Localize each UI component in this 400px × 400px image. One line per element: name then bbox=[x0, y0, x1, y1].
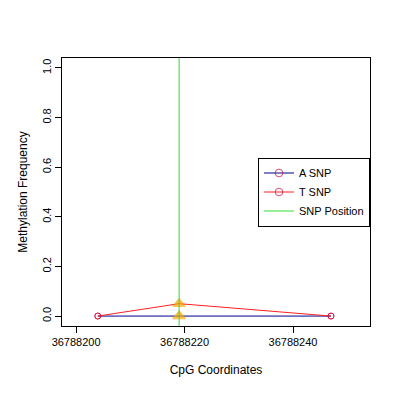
svg-text:36788220: 36788220 bbox=[160, 336, 209, 348]
svg-text:0.6: 0.6 bbox=[41, 158, 53, 173]
svg-text:0.0: 0.0 bbox=[41, 307, 53, 322]
svg-text:CpG Coordinates: CpG Coordinates bbox=[170, 363, 263, 377]
svg-text:36788240: 36788240 bbox=[269, 336, 318, 348]
svg-text:0.2: 0.2 bbox=[41, 257, 53, 272]
svg-text:36788200: 36788200 bbox=[52, 336, 101, 348]
svg-text:0.4: 0.4 bbox=[41, 208, 53, 223]
svg-text:A SNP: A SNP bbox=[299, 167, 331, 179]
svg-text:T SNP: T SNP bbox=[299, 186, 331, 198]
svg-text:0.8: 0.8 bbox=[41, 108, 53, 123]
svg-text:Methylation Frequency: Methylation Frequency bbox=[16, 131, 30, 252]
svg-text:SNP Position: SNP Position bbox=[299, 205, 364, 217]
svg-text:1.0: 1.0 bbox=[41, 59, 53, 74]
